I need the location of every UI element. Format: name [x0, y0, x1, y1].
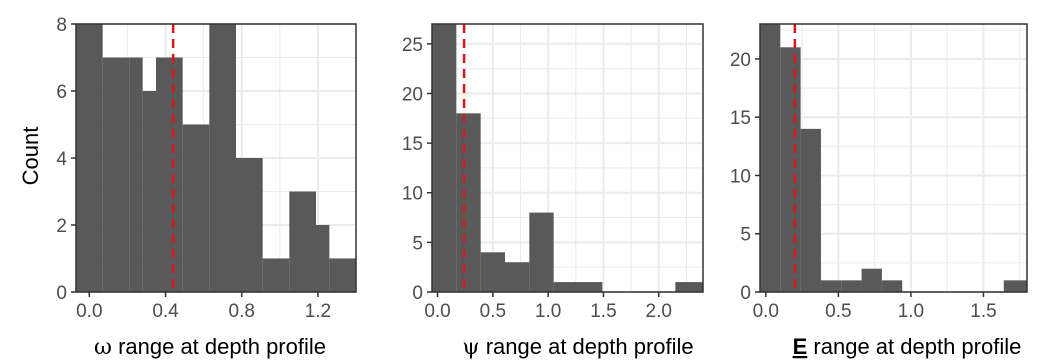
omega-histogram-bar-11 — [329, 258, 356, 292]
omega-x-tick-label: 1.2 — [305, 301, 331, 322]
e-histogram-bar-4 — [841, 280, 862, 292]
e-histogram-bar-3 — [820, 280, 842, 292]
omega-histogram-bar-7 — [236, 158, 263, 292]
panel-omega: 0.0 0.4 0.8 1.2 0 2 4 6 8 — [56, 15, 357, 322]
e-y-tick-label: 5 — [740, 225, 751, 246]
omega-histogram-bar-4 — [156, 57, 183, 292]
psi-y-tick-label: 20 — [402, 84, 423, 105]
psi-x-tick-label: 0.0 — [424, 301, 450, 322]
omega-x-tick-label: 0.0 — [76, 301, 102, 322]
e-y-tick-label: 20 — [730, 50, 751, 71]
x-axis-title-psi-text: range at depth profile — [480, 334, 694, 359]
panel-e: 0.0 0.5 1.0 1.5 0 5 10 15 20 — [730, 23, 1028, 322]
omega-y-tick-label: 2 — [56, 216, 67, 237]
omega-y-tick-label: 6 — [56, 82, 67, 103]
omega-y-tick-label: 8 — [56, 15, 67, 36]
psi-histogram-bar-0 — [432, 24, 457, 292]
psi-histogram-bar-3 — [505, 262, 530, 292]
psi-y-tick-label: 15 — [402, 134, 423, 155]
e-y-tick-label: 15 — [730, 108, 751, 129]
x-axis-title-e-symbol: E — [793, 334, 808, 359]
e-y-tick-label: 0 — [740, 283, 751, 304]
x-axis-title-e: E range at depth profile — [793, 334, 1022, 359]
e-histogram-bar-6 — [881, 280, 903, 292]
psi-x-tick-label: 1.0 — [535, 301, 561, 322]
panel-psi: 0.0 0.5 1.0 1.5 2.0 0 5 10 15 20 25 — [402, 23, 704, 322]
e-x-tick-label: 1.0 — [898, 301, 924, 322]
e-histogram-bar-12 — [1003, 280, 1027, 292]
e-histogram-bar-2 — [800, 128, 821, 292]
psi-histogram-bar-2 — [480, 252, 506, 292]
omega-histogram-bar-0 — [76, 24, 103, 292]
e-x-tick-label: 0.5 — [825, 301, 851, 322]
y-axis-title-count: Count — [18, 127, 43, 186]
x-axis-title-psi: ψ range at depth profile — [462, 334, 693, 360]
psi-x-tick-label: 2.0 — [646, 301, 672, 322]
omega-histogram-bar-5 — [182, 124, 210, 292]
e-x-tick-label: 0.0 — [753, 301, 779, 322]
psi-y-tick-label: 10 — [402, 184, 423, 205]
psi-panel-border — [431, 23, 704, 293]
psi-histogram-bar-10 — [675, 282, 703, 292]
psi-histogram-bar-4 — [529, 212, 554, 292]
psi-y-tick-label: 5 — [412, 233, 423, 254]
e-histogram-bar-1 — [780, 47, 801, 292]
e-histogram-bar-5 — [861, 268, 882, 292]
omega-histogram-bar-10 — [316, 225, 330, 292]
e-x-tick-label: 1.5 — [970, 301, 996, 322]
e-y-tick-label: 10 — [730, 166, 751, 187]
e-histogram-bar-0 — [760, 24, 781, 292]
omega-x-tick-label: 0.4 — [152, 301, 179, 322]
psi-histogram-bar-6 — [578, 282, 603, 292]
x-axis-title-omega: ω range at depth profile — [94, 334, 326, 360]
psi-histogram-bar-1 — [456, 113, 481, 292]
psi-y-tick-label: 0 — [412, 283, 423, 304]
omega-histogram-bar-6 — [209, 24, 236, 292]
omega-histogram-bar-1 — [102, 57, 130, 292]
e-panel-border — [759, 23, 1028, 293]
omega-histogram-bar-8 — [262, 258, 290, 292]
psi-histogram-bar-5 — [553, 282, 579, 292]
psi-y-tick-label: 25 — [402, 35, 423, 56]
psi-x-tick-label: 0.5 — [480, 301, 506, 322]
psi-x-tick-label: 1.5 — [590, 301, 616, 322]
x-axis-title-e-text: range at depth profile — [807, 334, 1021, 359]
omega-y-tick-label: 4 — [56, 149, 67, 170]
omega-x-tick-label: 0.8 — [229, 301, 255, 322]
omega-histogram-bar-9 — [289, 191, 316, 292]
x-axis-title-psi-symbol: ψ — [462, 335, 479, 360]
omega-histogram-bar-3 — [142, 91, 156, 292]
omega-histogram-bar-2 — [129, 57, 143, 292]
x-axis-title-omega-symbol: ω — [94, 335, 112, 360]
omega-y-tick-label: 0 — [56, 283, 67, 304]
x-axis-title-omega-text: range at depth profile — [112, 334, 326, 359]
